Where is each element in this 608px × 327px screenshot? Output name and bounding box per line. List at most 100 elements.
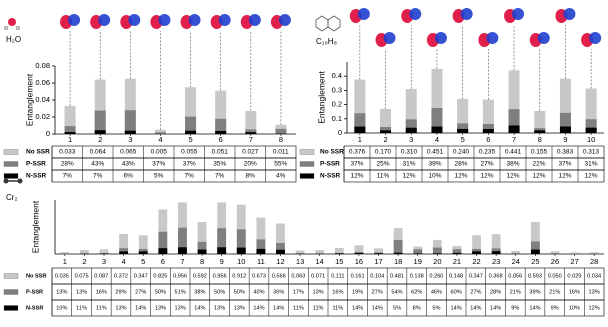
table-cell: 62%	[411, 289, 422, 295]
table-cell: 51%	[175, 289, 186, 295]
bar-n-ssr	[374, 253, 383, 254]
bar-n-ssr	[413, 253, 423, 254]
table-cell: 37%	[350, 161, 363, 168]
table-cell: 16%	[332, 289, 343, 295]
y-axis-label: Entanglement	[24, 73, 34, 126]
table-cell: 6%	[124, 173, 134, 180]
table-cell: 0.593	[528, 273, 542, 279]
table-cell: 0.065	[120, 149, 137, 156]
orbital-icon	[98, 14, 111, 26]
table-cell: 13%	[115, 305, 126, 311]
table-cell: 5%	[432, 305, 440, 311]
bar-no-ssr	[256, 217, 266, 254]
table-cell: 50%	[234, 289, 245, 295]
table-cell: 7%	[93, 173, 103, 180]
table-cell: 16%	[96, 289, 107, 295]
table-cell: 0.138	[410, 273, 424, 279]
x-tick-label: 5	[461, 135, 465, 144]
bar-n-ssr	[64, 132, 76, 134]
bar-p-ssr	[185, 116, 197, 134]
bar-n-ssr	[94, 130, 106, 134]
water-icon	[3, 18, 21, 31]
table-cell: 0.051	[212, 149, 229, 156]
table-cell: 0.170	[375, 149, 392, 156]
x-tick-label: 8	[279, 135, 283, 144]
x-tick-label: 28	[590, 257, 598, 266]
bar-p-ssr	[256, 239, 266, 254]
table-cell: 13%	[214, 305, 225, 311]
table-cell: 0.912	[232, 273, 246, 279]
y-axis-label: Entanglement	[316, 71, 326, 124]
bar-n-ssr	[185, 130, 197, 134]
chart-title: C₁₀H₈	[316, 37, 337, 46]
bar-p-ssr	[275, 128, 287, 134]
bar-n-ssr	[245, 132, 257, 134]
x-tick-label: 26	[551, 257, 559, 266]
table-cell: 11%	[332, 305, 343, 311]
table-cell: 28%	[490, 289, 501, 295]
bar-no-ssr	[491, 234, 501, 254]
x-tick-label: 2	[383, 135, 387, 144]
x-tick-label: 11	[257, 257, 265, 266]
table-cell: 0.056	[508, 273, 522, 279]
table-cell: 31%	[402, 161, 415, 168]
bar-p-ssr	[393, 239, 403, 254]
legend-swatch	[3, 161, 19, 167]
bar-p-ssr	[511, 253, 521, 254]
table-cell: 0.035	[55, 273, 69, 279]
table-cell: 21%	[549, 289, 560, 295]
y-tick-label: 0.02	[35, 112, 50, 121]
x-tick-label: 19	[414, 257, 422, 266]
table-cell: 0.347	[469, 273, 483, 279]
y-tick-label: 0.04	[35, 95, 50, 104]
bar-no-ssr	[119, 233, 129, 254]
x-tick-label: 1	[358, 135, 362, 144]
x-tick-label: 12	[276, 257, 284, 266]
table-cell: 0.383	[557, 149, 574, 156]
table-cell: 50%	[155, 289, 166, 295]
bar-no-ssr	[295, 250, 305, 254]
x-tick-label: 13	[296, 257, 304, 266]
chromium-icon	[3, 178, 23, 184]
bar-p-ssr	[236, 229, 246, 254]
bar-no-ssr	[431, 68, 443, 133]
bar-n-ssr	[452, 252, 462, 254]
bar-no-ssr	[432, 239, 442, 254]
bar-n-ssr	[457, 128, 469, 133]
orbital-icon	[357, 8, 370, 20]
table-cell: 21%	[510, 289, 521, 295]
table-cell: 37%	[558, 161, 571, 168]
bar-no-ssr	[354, 245, 364, 254]
bar-n-ssr	[215, 130, 227, 134]
x-tick-label: 2	[82, 257, 86, 266]
table-cell: 12%	[350, 173, 363, 180]
table-cell: 7%	[185, 173, 195, 180]
bar-no-ssr	[124, 78, 136, 134]
table-cell: 0.673	[252, 273, 266, 279]
bar-p-ssr	[380, 126, 392, 133]
table-cell: 12%	[480, 173, 493, 180]
table-cell: 0.063	[291, 273, 305, 279]
table-cell: 0.155	[531, 149, 548, 156]
table-cell: 19%	[352, 289, 363, 295]
orbital-icon	[158, 14, 171, 26]
bar-no-ssr	[550, 251, 560, 254]
table-cell: 10%	[56, 305, 67, 311]
table-cell: 13%	[234, 305, 245, 311]
table-cell: 0.064	[90, 149, 107, 156]
table-cell: 0.451	[427, 149, 444, 156]
table-cell: 27%	[372, 289, 383, 295]
bar-p-ssr	[431, 108, 443, 133]
orbital-icon	[486, 32, 499, 44]
bar-no-ssr	[405, 88, 417, 133]
table-cell: 7%	[215, 173, 225, 180]
x-tick-label: 4	[158, 135, 162, 144]
table-cell: 14%	[135, 305, 146, 311]
table-cell: 14%	[451, 305, 462, 311]
row-label: N-SSR	[320, 173, 341, 180]
table-cell: 14%	[372, 305, 383, 311]
table-cell: 38%	[194, 289, 205, 295]
bar-p-ssr	[432, 247, 442, 254]
bar-no-ssr	[354, 79, 366, 133]
row-label: No SSR	[26, 273, 47, 279]
